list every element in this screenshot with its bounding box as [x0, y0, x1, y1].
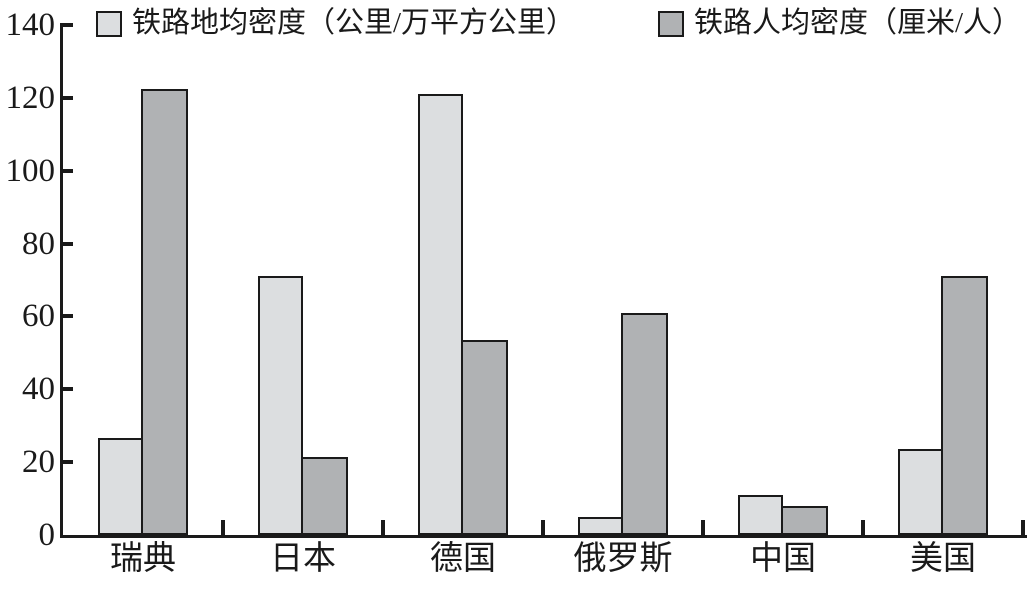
y-axis-label: 80	[22, 225, 55, 262]
x-axis-label-1: 日本	[270, 541, 336, 577]
y-axis-tick	[63, 387, 73, 392]
x-axis-label-0: 瑞典	[110, 541, 176, 577]
bar-per-capita-density-1	[301, 456, 348, 535]
bar-per-capita-density-4	[781, 505, 828, 535]
y-axis-label: 20	[22, 444, 55, 481]
x-axis-tick	[541, 520, 545, 535]
bar-area-density-4	[738, 494, 783, 535]
x-axis-tick	[221, 520, 225, 535]
y-axis-line	[60, 23, 63, 537]
x-axis-tick	[861, 520, 865, 535]
legend-label-per-capita-density: 铁路人均密度（厘米/人）	[694, 7, 1022, 39]
bar-area-density-3	[578, 516, 623, 535]
x-axis-label-3: 俄罗斯	[573, 541, 673, 577]
bar-area-density-0	[98, 438, 143, 535]
legend-item-per-capita-density: 铁路人均密度（厘米/人）	[658, 9, 1021, 38]
bar-per-capita-density-0	[141, 88, 188, 535]
x-axis-line	[60, 535, 1027, 538]
legend-swatch-area-density	[96, 10, 122, 37]
x-axis-tick	[701, 520, 705, 535]
y-axis-tick	[63, 168, 73, 173]
y-axis-tick	[63, 314, 73, 319]
x-axis-tick	[381, 520, 385, 535]
y-axis-tick	[63, 460, 73, 465]
y-axis-label: 100	[5, 152, 56, 189]
y-axis-label: 40	[22, 371, 55, 408]
bar-per-capita-density-5	[941, 276, 988, 535]
bar-per-capita-density-2	[461, 340, 508, 535]
legend-label-area-density: 铁路地均密度（公里/万平方公里）	[132, 7, 576, 39]
plot-area	[60, 23, 1027, 538]
y-axis-label: 140	[5, 7, 56, 43]
bar-area-density-2	[418, 94, 463, 535]
y-axis-label: 120	[5, 79, 56, 116]
x-axis-label-4: 中国	[750, 541, 816, 577]
y-axis-tick	[63, 23, 73, 27]
y-axis-label: 60	[22, 298, 55, 335]
x-axis-label-5: 美国	[910, 541, 976, 577]
y-axis-tick	[63, 95, 73, 100]
legend-swatch-per-capita-density	[658, 10, 684, 37]
x-axis-label-2: 德国	[430, 541, 496, 577]
bar-per-capita-density-3	[621, 312, 668, 535]
x-axis-tick	[1021, 520, 1025, 535]
legend-item-area-density: 铁路地均密度（公里/万平方公里）	[96, 9, 575, 38]
bar-area-density-1	[258, 276, 303, 535]
bar-area-density-5	[898, 449, 943, 535]
y-axis-label: 0	[38, 517, 56, 553]
y-axis-tick	[63, 241, 73, 246]
